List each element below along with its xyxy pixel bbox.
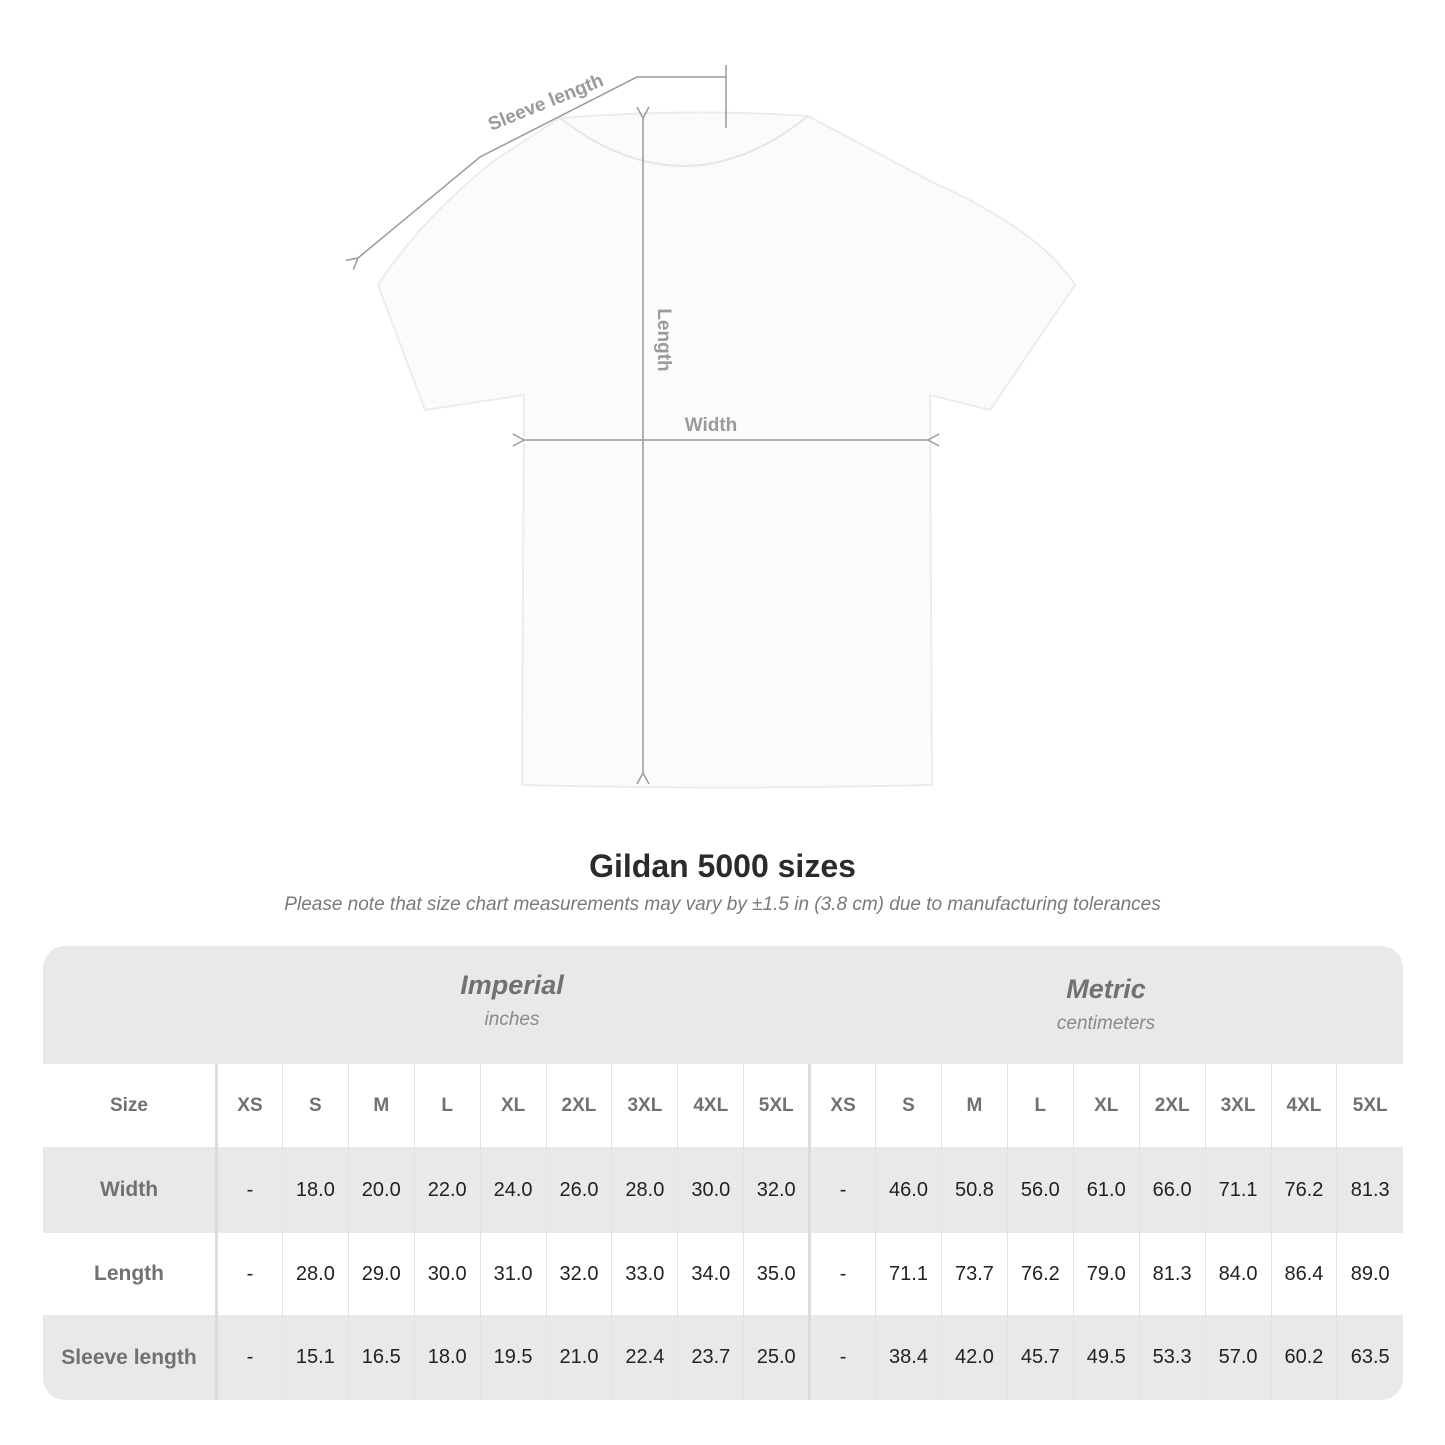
imperial-size-header: XS xyxy=(216,1064,283,1147)
metric-header: Metric centimeters xyxy=(809,974,1403,1035)
metric-value-cell: 50.8 xyxy=(940,1147,1008,1233)
imperial-value-cell: 28.0 xyxy=(611,1147,678,1233)
imperial-value-cell: 28.0 xyxy=(281,1233,349,1315)
metric-value-cell: 38.4 xyxy=(875,1315,942,1400)
metric-size-header: XL xyxy=(1072,1064,1140,1147)
metric-value-cell: 60.2 xyxy=(1270,1315,1337,1400)
metric-value-cell: 57.0 xyxy=(1204,1315,1271,1400)
imperial-value-cell: 26.0 xyxy=(545,1147,612,1233)
imperial-value-cell: 35.0 xyxy=(743,1233,810,1315)
imperial-size-header: XL xyxy=(479,1064,547,1147)
metric-value-cell: 81.3 xyxy=(1336,1147,1403,1233)
metric-value-cell: 76.2 xyxy=(1270,1147,1337,1233)
imperial-unit: inches xyxy=(484,1009,540,1030)
metric-size-header: S xyxy=(875,1064,942,1147)
imperial-title: Imperial xyxy=(460,970,564,1000)
metric-value-cell: 71.1 xyxy=(1204,1147,1271,1233)
metric-title: Metric xyxy=(1066,974,1146,1004)
metric-value-cell: 42.0 xyxy=(940,1315,1008,1400)
sleeve-measure-line xyxy=(358,65,727,258)
metric-value-cell: 45.7 xyxy=(1006,1315,1074,1400)
length-label: Length xyxy=(653,308,674,371)
imperial-size-header: S xyxy=(281,1064,349,1147)
imperial-value-cell: 16.5 xyxy=(347,1315,415,1400)
imperial-value-cell: 23.7 xyxy=(677,1315,744,1400)
imperial-value-cell: 22.0 xyxy=(413,1147,481,1233)
imperial-size-header: 5XL xyxy=(743,1064,810,1147)
metric-value-cell: 71.1 xyxy=(875,1233,942,1315)
metric-value-cell: 81.3 xyxy=(1138,1233,1206,1315)
collar xyxy=(559,115,809,167)
imperial-size-header: 4XL xyxy=(677,1064,744,1147)
imperial-value-cell: 33.0 xyxy=(611,1233,678,1315)
metric-size-header: 3XL xyxy=(1204,1064,1271,1147)
tshirt-diagram: Sleeve length Length Width xyxy=(0,65,1077,789)
imperial-header: Imperial inches xyxy=(215,970,809,1031)
imperial-value-cell: 25.0 xyxy=(743,1315,810,1400)
metric-value-cell: 84.0 xyxy=(1204,1233,1271,1315)
metric-value-cell: 61.0 xyxy=(1072,1147,1140,1233)
tshirt-image xyxy=(376,111,1077,789)
metric-size-header: 5XL xyxy=(1336,1064,1403,1147)
metric-size-header: 2XL xyxy=(1138,1064,1206,1147)
imperial-value-cell: 20.0 xyxy=(347,1147,415,1233)
metric-value-cell: 56.0 xyxy=(1006,1147,1074,1233)
size-header-label: Size xyxy=(43,1064,218,1147)
row-label: Width xyxy=(43,1147,218,1233)
page-title: Gildan 5000 sizes xyxy=(589,848,856,884)
imperial-size-header: L xyxy=(413,1064,481,1147)
metric-value-cell: 46.0 xyxy=(875,1147,942,1233)
metric-value-cell: 76.2 xyxy=(1006,1233,1074,1315)
imperial-value-cell: 30.0 xyxy=(677,1147,744,1233)
size-header-row: Size XS S M L XL 2XL 3XL 4XL 5XL XS S M L XL 2XL 3XL 4XL 5… xyxy=(43,1064,1403,1147)
row-label: Sleeve length xyxy=(43,1315,218,1400)
imperial-size-header: 3XL xyxy=(611,1064,678,1147)
imperial-value-cell: 18.0 xyxy=(281,1147,349,1233)
imperial-value-cell: 24.0 xyxy=(479,1147,547,1233)
metric-value-cell: 79.0 xyxy=(1072,1233,1140,1315)
metric-value-cell: - xyxy=(808,1233,876,1315)
imperial-value-cell: 29.0 xyxy=(347,1233,415,1315)
metric-size-header: L xyxy=(1006,1064,1074,1147)
width-label: Width xyxy=(685,415,738,436)
imperial-value-cell: 22.4 xyxy=(611,1315,678,1400)
imperial-value-cell: 21.0 xyxy=(545,1315,612,1400)
imperial-value-cell: 18.0 xyxy=(413,1315,481,1400)
tolerance-note: Please note that size chart measurements… xyxy=(284,894,1161,915)
imperial-value-cell: 34.0 xyxy=(677,1233,744,1315)
size-table: Imperial inches Metric centimeters Size X… xyxy=(43,946,1403,1400)
metric-value-cell: 63.5 xyxy=(1336,1315,1403,1400)
imperial-value-cell: - xyxy=(216,1233,283,1315)
table-row: Length -28.0 29.0 30.0 31.0 32.0 33.0 34.0 35.0-… xyxy=(43,1233,1403,1315)
metric-value-cell: 49.5 xyxy=(1072,1315,1140,1400)
imperial-value-cell: 32.0 xyxy=(545,1233,612,1315)
metric-value-cell: - xyxy=(808,1315,876,1400)
imperial-value-cell: 31.0 xyxy=(479,1233,547,1315)
imperial-size-header: 2XL xyxy=(545,1064,612,1147)
imperial-value-cell: - xyxy=(216,1147,283,1233)
metric-value-cell: 86.4 xyxy=(1270,1233,1337,1315)
row-label: Length xyxy=(43,1233,218,1315)
imperial-value-cell: - xyxy=(216,1315,283,1400)
imperial-value-cell: 30.0 xyxy=(413,1233,481,1315)
imperial-value-cell: 19.5 xyxy=(479,1315,547,1400)
table-row: Width -18.0 20.0 22.0 24.0 26.0 28.0 30.0 32.0-4… xyxy=(43,1147,1403,1233)
metric-value-cell: 53.3 xyxy=(1138,1315,1206,1400)
size-grid: Size XS S M L XL 2XL 3XL 4XL 5XL XS S M L XL 2XL 3XL 4XL 5… xyxy=(43,1064,1403,1400)
imperial-size-header: M xyxy=(347,1064,415,1147)
imperial-value-cell: 15.1 xyxy=(281,1315,349,1400)
metric-value-cell: 66.0 xyxy=(1138,1147,1206,1233)
imperial-value-cell: 32.0 xyxy=(743,1147,810,1233)
table-row: Sleeve length -15.1 16.5 18.0 19.5 21.0 22.4 23… xyxy=(43,1315,1403,1400)
metric-size-header: XS xyxy=(808,1064,876,1147)
metric-size-header: 4XL xyxy=(1270,1064,1337,1147)
metric-value-cell: 89.0 xyxy=(1336,1233,1403,1315)
metric-value-cell: - xyxy=(808,1147,876,1233)
metric-unit: centimeters xyxy=(1056,1013,1156,1034)
metric-value-cell: 73.7 xyxy=(940,1233,1008,1315)
metric-size-header: M xyxy=(940,1064,1008,1147)
